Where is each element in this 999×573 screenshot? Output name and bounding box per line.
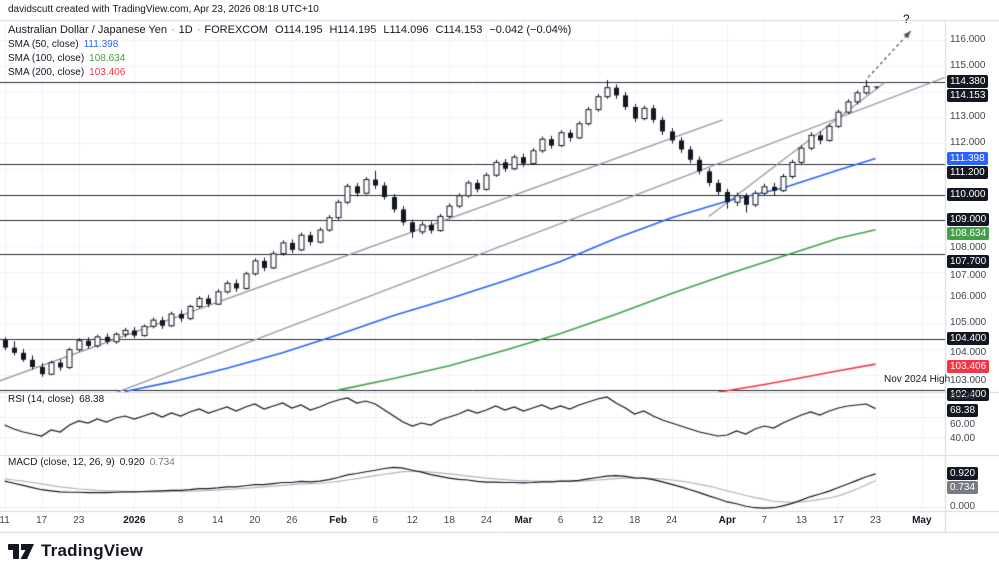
price-axis-tick: 113.000	[950, 111, 986, 123]
rsi-legend-row[interactable]: RSI (14, close) 68.38	[8, 394, 104, 406]
sma50-label: SMA (50, close)	[8, 39, 79, 50]
tradingview-wordmark[interactable]: TradingView	[41, 541, 144, 560]
macd-legend-row[interactable]: MACD (close, 12, 26, 9) 0.920 0.734	[8, 457, 175, 469]
change-value: −0.042 (−0.04%)	[489, 24, 572, 36]
price-axis-tick: 40.00	[950, 433, 976, 444]
rsi-label: RSI (14, close)	[8, 394, 75, 405]
tradingview-logo-icon[interactable]	[8, 539, 34, 563]
price-axis-tick: 60.00	[950, 419, 976, 430]
time-axis-label: 11	[0, 515, 10, 526]
open-value: O114.195	[274, 24, 323, 36]
price-axis-badge: 0.734	[947, 480, 979, 494]
price-axis-badge: 109.000	[947, 213, 990, 227]
time-axis-label: Mar	[514, 515, 533, 526]
price-axis-badge: 107.700	[947, 255, 990, 269]
time-axis-label: 23	[73, 515, 85, 526]
time-axis-label: 6	[372, 515, 378, 526]
macd-signal-value: 0.734	[149, 457, 175, 468]
separator-dot: ·	[171, 24, 175, 36]
chart-legend: Australian Dollar / Japanese Yen · 1D · …	[8, 24, 571, 79]
sma200-legend-row[interactable]: SMA (200, close) 103.406	[8, 67, 571, 79]
time-axis-label: 18	[443, 515, 455, 526]
price-axis-badge: 0.920	[947, 466, 979, 480]
time-axis-label: 23	[869, 515, 882, 526]
time-axis-label: 8	[177, 515, 184, 526]
price-axis-tick: 105.000	[950, 317, 987, 329]
time-axis-label: 24	[480, 515, 492, 526]
price-axis-tick: 104.000	[950, 346, 987, 358]
time-axis-label: 17	[832, 515, 845, 526]
close-value: C114.153	[435, 24, 483, 36]
price-axis-badge: 103.406	[947, 359, 990, 373]
time-axis-label: 18	[629, 515, 641, 526]
time-axis-label: 26	[286, 515, 298, 526]
symbol-legend-row[interactable]: Australian Dollar / Japanese Yen · 1D · …	[8, 24, 571, 37]
price-axis-tick: 103.000	[950, 374, 987, 386]
price-axis-tick: 115.000	[950, 59, 986, 71]
attribution-text: davidscutt created with TradingView.com,…	[8, 4, 319, 15]
time-axis-label: 2026	[123, 515, 146, 526]
price-axis-tick: 80.00	[950, 391, 976, 402]
macd-legend[interactable]: MACD (close, 12, 26, 9) 0.920 0.734	[8, 457, 175, 469]
price-axis-tick: 107.000	[950, 270, 987, 282]
time-axis-label: 14	[212, 515, 224, 526]
time-axis-label: 17	[36, 515, 48, 526]
price-axis-badge: 110.000	[947, 187, 989, 201]
price-axis-badge: 111.200	[947, 165, 988, 179]
separator-dot: ·	[196, 24, 201, 36]
time-scale[interactable]: 11 17 23 2026 8 14 20 26 Feb 6 12 18 24 Mar 6 12 18 24 Apr…	[0, 511, 999, 533]
time-axis-label: Apr	[718, 515, 736, 526]
time-axis-label: 7	[761, 515, 768, 526]
nov-2024-high-label: Nov 2024 High	[884, 374, 951, 385]
sma50-value: 111.398	[83, 39, 119, 50]
price-axis-tick: 108.000	[950, 242, 987, 254]
price-axis-tick: 0.000	[950, 501, 976, 512]
price-axis-badge: 68.38	[947, 404, 979, 417]
time-axis-label: 20	[249, 515, 261, 526]
interval-label[interactable]: 1D	[178, 24, 193, 36]
footer: TradingView	[8, 539, 143, 563]
macd-value: 0.920	[119, 457, 145, 468]
time-axis-label: 12	[592, 515, 604, 526]
sma50-legend-row[interactable]: SMA (50, close) 111.398	[8, 39, 571, 51]
low-value: L114.096	[383, 24, 429, 36]
exchange-label: FOREXCOM	[204, 24, 268, 36]
high-value: H114.195	[329, 24, 377, 36]
time-axis-label: 24	[666, 515, 678, 526]
price-axis-badge: 111.398	[947, 151, 988, 165]
time-axis-label: 12	[406, 515, 418, 526]
price-axis-badge: 108.634	[947, 227, 990, 241]
symbol-title[interactable]: Australian Dollar / Japanese Yen	[8, 24, 167, 36]
sma100-label: SMA (100, close)	[8, 53, 85, 64]
sma200-value: 103.406	[89, 67, 126, 78]
time-axis-label: 6	[557, 515, 564, 526]
time-axis-label: 13	[795, 515, 807, 526]
price-axis-badge: 102.400	[947, 387, 990, 401]
rsi-value: 68.38	[79, 394, 105, 405]
rsi-legend[interactable]: RSI (14, close) 68.38	[8, 394, 104, 406]
price-scale[interactable]: 116.000 115.000 114.380 114.153 113.000 112.0…	[945, 20, 999, 512]
price-axis-badge: 104.400	[947, 331, 990, 345]
sma100-value: 108.634	[89, 53, 126, 64]
time-axis-label: May	[912, 515, 932, 526]
projection-question-mark: ?	[903, 12, 910, 26]
price-axis-tick: 116.000	[950, 34, 986, 46]
chart-canvas[interactable]	[0, 20, 999, 533]
price-axis-badge: 114.153	[947, 88, 989, 102]
price-axis-tick: 106.000	[950, 291, 987, 303]
sma100-legend-row[interactable]: SMA (100, close) 108.634	[8, 53, 571, 65]
price-axis-tick: 112.000	[950, 137, 986, 149]
sma200-label: SMA (200, close)	[8, 67, 85, 78]
macd-label: MACD (close, 12, 26, 9)	[8, 457, 115, 468]
price-axis-badge: 114.380	[947, 74, 989, 88]
time-axis-label: Feb	[329, 515, 348, 526]
